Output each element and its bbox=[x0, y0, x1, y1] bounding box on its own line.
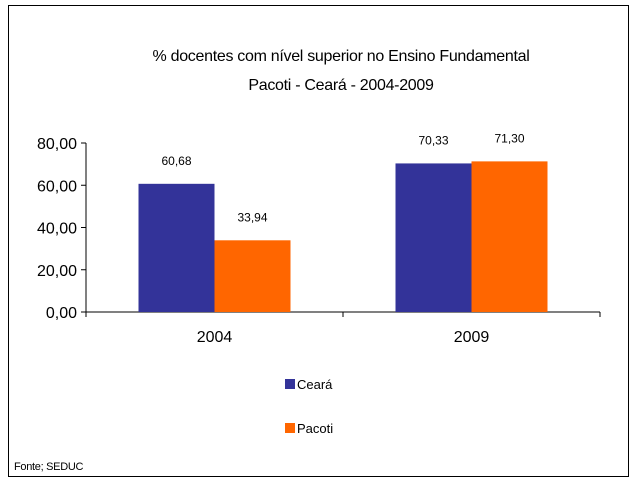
bar-ceará-2004 bbox=[138, 183, 215, 312]
y-tick-label: 20,00 bbox=[37, 263, 77, 280]
y-axis-ticks: 0,00 20,00 40,00 60,00 80,00 bbox=[37, 136, 86, 322]
data-label: 33,94 bbox=[237, 210, 267, 224]
y-tick-label: 60,00 bbox=[37, 178, 77, 195]
data-label: 60,68 bbox=[161, 154, 191, 168]
x-tick-label: 2009 bbox=[454, 329, 490, 346]
x-axis-ticks: 2004 2009 bbox=[85, 312, 601, 346]
x-tick-label: 2004 bbox=[197, 329, 233, 346]
bar-pacoti-2009 bbox=[471, 161, 548, 312]
y-tick-label: 80,00 bbox=[37, 136, 77, 153]
legend-swatch-ceará bbox=[285, 379, 295, 389]
source-note: Fonte; SEDUC bbox=[14, 461, 84, 473]
y-tick-label: 0,00 bbox=[46, 305, 77, 322]
chart-title: % docentes com nível superior no Ensino … bbox=[153, 48, 530, 65]
data-labels: 60,68 33,94 70,33 71,30 bbox=[161, 131, 524, 224]
data-label: 71,30 bbox=[494, 131, 524, 145]
bar-pacoti-2004 bbox=[214, 240, 291, 312]
y-tick-label: 40,00 bbox=[37, 221, 77, 238]
chart-subtitle: Pacoti - Ceará - 2004-2009 bbox=[248, 77, 434, 94]
legend-swatch-pacoti bbox=[285, 423, 295, 433]
legend: Ceará Pacoti bbox=[285, 377, 333, 436]
legend-label: Ceará bbox=[297, 377, 333, 392]
legend-label: Pacoti bbox=[297, 421, 333, 436]
bars bbox=[138, 161, 548, 312]
data-label: 70,33 bbox=[418, 133, 448, 147]
bar-ceará-2009 bbox=[395, 163, 472, 312]
